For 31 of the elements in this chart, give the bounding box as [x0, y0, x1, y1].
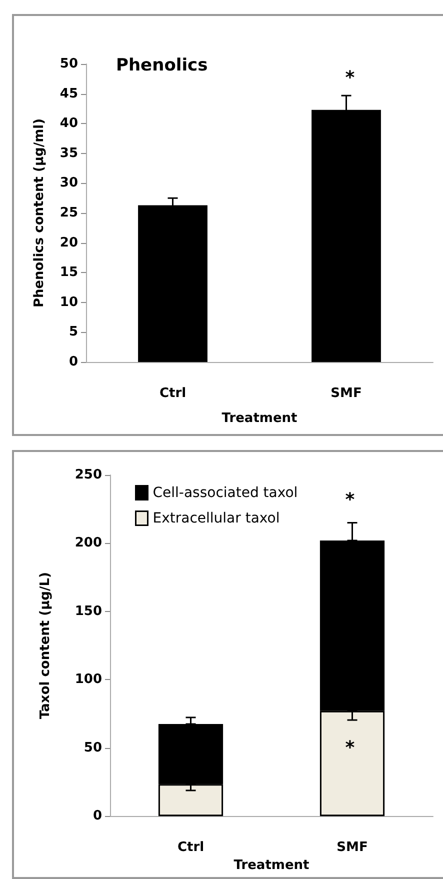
y-tick-label: 20 — [60, 235, 78, 250]
y-axis-title: Phenolics content (µg/ml) — [32, 118, 47, 308]
annotation: * — [345, 68, 356, 88]
annotation: * — [345, 738, 356, 758]
y-tick-label: 0 — [68, 354, 78, 370]
y-tick-label: 5 — [68, 324, 78, 340]
y-tick-label: 25 — [60, 206, 78, 220]
x-axis-title: Treatment — [222, 411, 298, 426]
y-tick-label: 15 — [60, 265, 78, 280]
y-tick-label: 100 — [74, 672, 102, 688]
y-tick-label: 50 — [60, 56, 78, 72]
y-axis-title: Taxol content (µg/L) — [38, 572, 53, 720]
y-tick-label: 200 — [74, 536, 102, 551]
legend-label: Cell-associated taxol — [152, 484, 298, 501]
x-tick-label: SMF — [330, 386, 362, 401]
x-tick-label: SMF — [336, 840, 368, 856]
y-tick-label: 250 — [74, 468, 102, 482]
x-tick-label: Ctrl — [159, 386, 186, 401]
y-tick-label: 35 — [60, 146, 78, 161]
y-tick-label: 40 — [60, 116, 78, 132]
x-axis-title: Treatment — [234, 858, 310, 873]
chart-title: Phenolics — [116, 56, 208, 76]
x-tick-label: Ctrl — [177, 840, 204, 856]
y-tick-label: 45 — [60, 86, 78, 102]
y-tick-label: 0 — [92, 808, 102, 824]
y-tick-label: 10 — [60, 294, 78, 310]
legend-label: Extracellular taxol — [152, 510, 280, 526]
y-tick-label: 150 — [74, 604, 102, 619]
y-tick-label: 50 — [84, 740, 102, 756]
y-tick-label: 30 — [60, 176, 78, 191]
annotation: * — [345, 490, 356, 510]
